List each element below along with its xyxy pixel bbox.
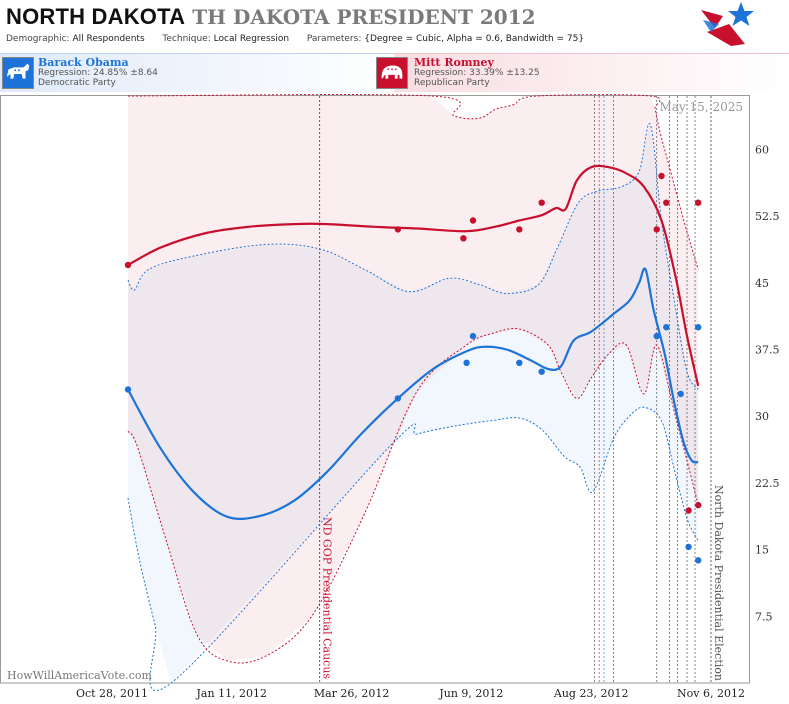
x-tick-3: Jun 9, 2012 [438, 687, 503, 700]
obama-trend-line [127, 267, 699, 520]
obama-poll-point-4 [516, 359, 523, 366]
romney-poll-point-6 [653, 226, 660, 233]
y-tick-60: 60 [755, 143, 769, 156]
current-date-label: May 15, 2025 [660, 100, 743, 114]
parameters-label: Parameters: [306, 34, 362, 44]
romney-poll-point-5 [538, 199, 545, 206]
romney-lower-bound [127, 328, 699, 664]
y-tick-45: 45 [755, 277, 769, 290]
obama-poll-point-2 [463, 359, 470, 366]
star-flag-logo-icon [701, 2, 754, 46]
obama-poll-point-10 [695, 557, 702, 564]
annotation-label-1: North Dakota Presidential Election [712, 485, 725, 681]
romney-name: Mitt Romney [414, 56, 494, 69]
title-state: NORTH DAKOTA [6, 4, 186, 29]
romney-poll-point-0 [124, 261, 132, 269]
romney-poll-point-3 [469, 217, 477, 224]
romney-poll-point-7 [658, 172, 665, 180]
y-tick-22-5: 22.5 [755, 477, 780, 490]
demographic-value: All Respondents [72, 34, 145, 44]
elephant-icon [376, 57, 408, 89]
title-race: TH DAKOTA PRESIDENT 2012 [192, 5, 536, 29]
parameters-value: {Degree = Cubic, Alpha = 0.6, Bandwidth … [364, 34, 585, 44]
candidate-romney: Mitt Romney Regression: 33.39% ±13.25 Re… [376, 53, 789, 92]
obama-regression: Regression: 24.85% ±8.64 [38, 68, 158, 78]
obama-upper-bound [127, 123, 699, 390]
obama-poll-point-8 [677, 390, 684, 398]
romney-poll-point-8 [663, 199, 670, 206]
obama-poll-point-5 [538, 368, 545, 375]
parameters-line: Demographic: All Respondents Technique: … [6, 34, 584, 44]
romney-poll-point-2 [460, 235, 467, 242]
obama-name: Barack Obama [38, 56, 129, 69]
technique-value: Local Regression [213, 34, 290, 44]
donkey-icon [2, 57, 34, 89]
technique-label: Technique: [162, 34, 211, 44]
romney-party: Republican Party [414, 78, 490, 88]
y-tick-30: 30 [755, 410, 769, 423]
romney-regression: Regression: 33.39% ±13.25 [414, 68, 540, 78]
obama-poll-point-11 [695, 324, 702, 331]
obama-confidence-band [128, 124, 699, 683]
x-tick-4: Aug 23, 2012 [553, 687, 629, 700]
romney-trend-line [127, 164, 700, 387]
obama-poll-point-0 [124, 386, 132, 393]
y-tick-15: 15 [755, 544, 769, 557]
obama-poll-point-1 [394, 395, 402, 402]
obama-poll-point-6 [653, 332, 660, 340]
annotation-label-0: ND GOP Presidential Caucus [321, 517, 334, 679]
x-tick-1: Jan 11, 2012 [196, 687, 268, 700]
x-tick-0: Oct 28, 2011 [76, 687, 148, 700]
romney-upper-bound [127, 94, 699, 270]
obama-lower-bound [127, 406, 699, 692]
obama-poll-point-9 [685, 543, 692, 551]
romney-poll-point-11 [695, 199, 702, 206]
watermark: HowWillAmericaVote.com [7, 669, 152, 682]
romney-poll-point-9 [685, 507, 692, 514]
x-tick-5: Nov 6, 2012 [677, 687, 745, 700]
romney-confidence-band [128, 96, 699, 661]
romney-poll-point-1 [394, 226, 402, 233]
y-tick-7-5: 7.5 [755, 610, 773, 623]
obama-party: Democratic Party [38, 78, 116, 88]
romney-poll-point-4 [516, 226, 523, 233]
romney-poll-point-10 [695, 501, 702, 509]
candidate-obama: Barack Obama Regression: 24.85% ±8.64 De… [0, 53, 394, 92]
chart-title: NORTH DAKOTA TH DAKOTA PRESIDENT 2012 [6, 4, 536, 30]
obama-poll-point-3 [469, 332, 477, 340]
y-tick-52-5: 52.5 [755, 210, 780, 223]
y-tick-37-5: 37.5 [755, 344, 780, 357]
demographic-label: Demographic: [6, 34, 70, 44]
x-tick-2: Mar 26, 2012 [314, 687, 390, 700]
obama-poll-point-7 [663, 324, 670, 331]
